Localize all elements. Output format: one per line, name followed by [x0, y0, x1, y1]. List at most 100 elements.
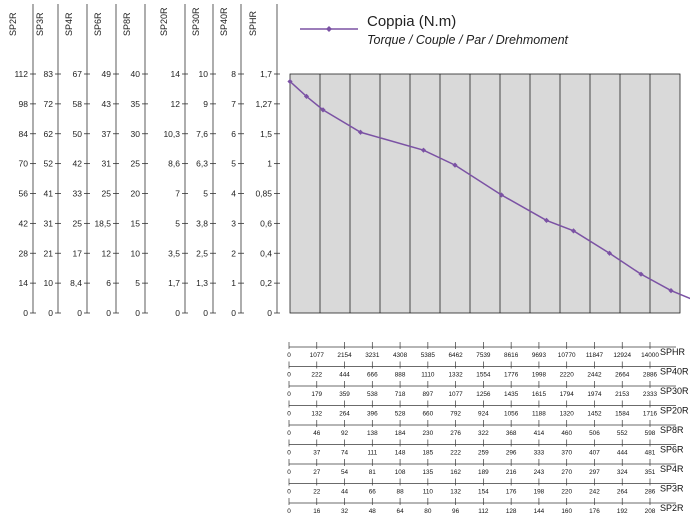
x-tick-label: 1615	[532, 391, 547, 398]
x-tick-label: 8616	[504, 352, 519, 359]
y-tick-label: 21	[44, 248, 54, 258]
x-tick-label: 414	[534, 430, 545, 437]
y-tick-label: 40	[131, 69, 141, 79]
y-tick-label: 58	[73, 99, 83, 109]
y-tick-label: 0	[23, 308, 28, 318]
x-tick-label: 192	[617, 508, 628, 515]
series-point	[420, 147, 427, 153]
x-tick-label: 1794	[560, 391, 575, 398]
x-tick-label: 538	[367, 391, 378, 398]
y-axis-name: SP8R	[122, 12, 132, 36]
legend: Coppia (N.m) Torque / Couple / Par / Dre…	[300, 13, 569, 47]
y-axes-group: SP2R112988470564228140SP3R83726252413121…	[8, 4, 280, 318]
y-tick-label: 30	[131, 129, 141, 139]
x-tick-label: 359	[339, 391, 350, 398]
x-tick-label: 198	[534, 489, 545, 496]
y-axis-name: SP3R	[35, 12, 45, 36]
x-tick-label: 2664	[615, 372, 630, 379]
y-tick-label: 1,5	[260, 129, 272, 139]
x-axis-name: SP2R	[660, 503, 684, 513]
series-point	[303, 93, 310, 100]
y-tick-label: 72	[44, 99, 54, 109]
x-axis-name: SP4R	[660, 464, 684, 474]
y-tick-label: 15	[131, 218, 141, 228]
x-tick-label: 135	[423, 469, 434, 476]
x-tick-label: 92	[341, 430, 349, 437]
x-tick-label: 1554	[476, 372, 491, 379]
x-tick-label: 460	[561, 430, 572, 437]
x-axis-name: SP30R	[660, 386, 689, 396]
x-tick-label: 96	[452, 508, 460, 515]
y-tick-label: 10,3	[163, 129, 180, 139]
y-tick-label: 12	[102, 248, 112, 258]
x-tick-label: 552	[617, 430, 628, 437]
y-tick-label: 0	[48, 308, 53, 318]
x-tick-label: 0	[287, 469, 291, 476]
x-tick-label: 528	[395, 411, 406, 418]
x-tick-label: 216	[506, 469, 517, 476]
x-tick-label: 264	[617, 489, 628, 496]
x-tick-label: 1077	[310, 352, 325, 359]
x-tick-label: 176	[506, 489, 517, 496]
y-tick-label: 0	[77, 308, 82, 318]
series-point	[606, 250, 613, 256]
y-tick-label: 42	[19, 218, 29, 228]
x-tick-label: 220	[561, 489, 572, 496]
x-tick-label: 407	[589, 450, 600, 457]
x-tick-label: 888	[395, 372, 406, 379]
x-tick-label: 3231	[365, 352, 380, 359]
x-tick-label: 132	[311, 411, 322, 418]
x-tick-label: 222	[450, 450, 461, 457]
series-point	[638, 271, 644, 277]
x-tick-label: 396	[367, 411, 378, 418]
y-tick-label: 3,5	[168, 248, 180, 258]
y-tick-label: 0	[231, 308, 236, 318]
x-tick-label: 108	[395, 469, 406, 476]
y-tick-label: 0,85	[255, 189, 272, 199]
x-tick-label: 1974	[587, 391, 602, 398]
x-tick-label: 2154	[337, 352, 352, 359]
y-tick-label: 17	[73, 248, 83, 258]
x-axis-name: SP20R	[660, 406, 689, 416]
x-axis-name: SPHR	[660, 347, 686, 357]
x-axes-group: 0 1077 2154 3231 4308 5385 6462 7539 8616 9693 107…	[287, 342, 689, 515]
x-tick-label: 80	[424, 508, 432, 515]
x-tick-label: 270	[561, 469, 572, 476]
x-tick-label: 0	[287, 430, 291, 437]
x-tick-label: 1188	[532, 411, 546, 418]
y-tick-label: 0	[175, 308, 180, 318]
series-point	[287, 78, 293, 85]
y-tick-label: 1,7	[168, 278, 180, 288]
x-tick-label: 112	[478, 508, 489, 515]
x-tick-label: 184	[395, 430, 406, 437]
x-tick-label: 222	[311, 372, 322, 379]
x-tick-label: 16	[313, 508, 321, 515]
y-tick-label: 3,8	[196, 218, 208, 228]
x-tick-label: 2153	[615, 391, 630, 398]
x-tick-label: 296	[506, 450, 517, 457]
y-tick-label: 5	[175, 218, 180, 228]
x-tick-label: 37	[313, 450, 321, 457]
y-tick-label: 52	[44, 159, 54, 169]
x-tick-label: 1332	[449, 372, 464, 379]
y-tick-label: 3	[231, 218, 236, 228]
x-tick-label: 1320	[560, 411, 575, 418]
y-tick-label: 1	[231, 278, 236, 288]
series-point	[357, 129, 364, 135]
x-tick-label: 1776	[504, 372, 519, 379]
y-tick-label: 41	[44, 189, 54, 199]
y-tick-label: 67	[73, 69, 83, 79]
x-tick-label: 88	[397, 489, 405, 496]
y-tick-label: 4	[231, 189, 236, 199]
x-tick-label: 333	[534, 450, 545, 457]
y-tick-label: 37	[102, 129, 112, 139]
y-tick-label: 33	[73, 189, 83, 199]
y-tick-label: 98	[19, 99, 29, 109]
x-tick-label: 189	[478, 469, 489, 476]
x-tick-label: 444	[617, 450, 628, 457]
x-tick-label: 444	[339, 372, 350, 379]
y-tick-label: 9	[203, 99, 208, 109]
x-tick-label: 370	[561, 450, 572, 457]
x-tick-label: 243	[534, 469, 545, 476]
x-tick-label: 111	[367, 450, 377, 457]
